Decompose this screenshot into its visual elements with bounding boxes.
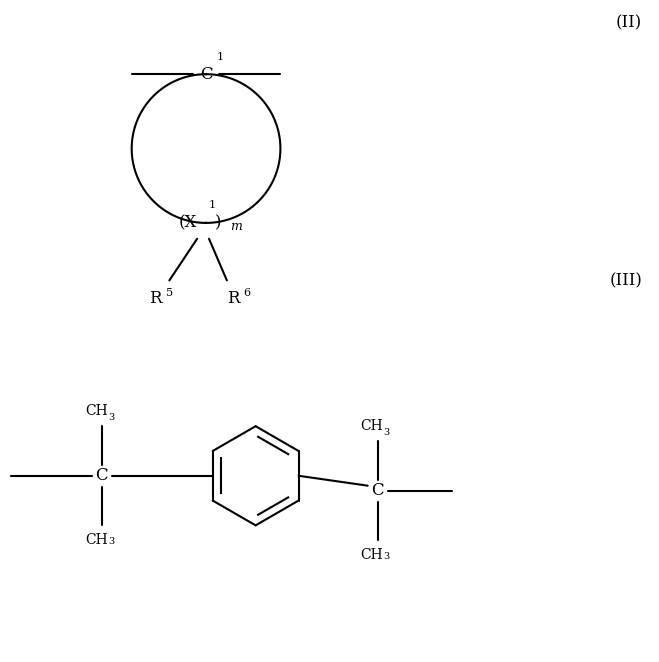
Text: R: R [227,291,239,307]
Text: (II): (II) [616,15,643,32]
Text: 1: 1 [217,52,224,62]
Text: ): ) [215,214,221,232]
Text: CH: CH [85,534,107,547]
Text: 5: 5 [166,289,173,299]
Text: 6: 6 [244,289,251,299]
Text: 3: 3 [384,552,389,561]
Text: 3: 3 [108,538,114,546]
Text: 3: 3 [384,428,389,437]
Text: CH: CH [360,548,384,562]
Text: R: R [150,291,162,307]
Text: C: C [200,66,212,83]
Text: (X: (X [179,214,196,232]
Text: C: C [96,467,108,485]
Text: m: m [230,220,242,234]
Text: C: C [371,482,384,499]
Text: 3: 3 [108,413,114,422]
Text: CH: CH [360,419,384,433]
Text: 1: 1 [209,200,216,210]
Text: (III): (III) [610,273,643,289]
Text: CH: CH [85,404,107,418]
